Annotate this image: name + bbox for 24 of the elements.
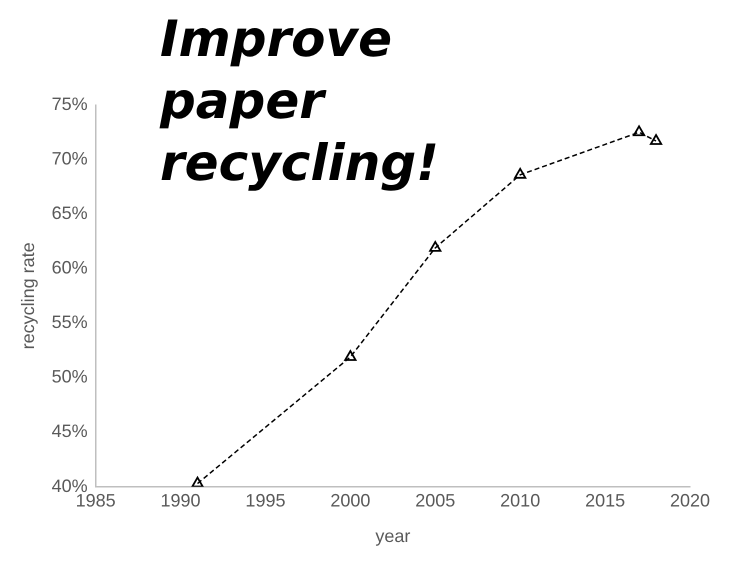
x-tick-label: 2020 bbox=[670, 490, 710, 511]
point bbox=[650, 134, 662, 145]
chart-title: Improve paper recycling! bbox=[160, 9, 440, 194]
y-tick-label: 45% bbox=[52, 421, 88, 442]
y-tick-label: 50% bbox=[52, 366, 88, 387]
x-tick-label: 1995 bbox=[245, 490, 286, 511]
point bbox=[632, 125, 646, 136]
x-tick-label: 1990 bbox=[160, 490, 201, 511]
point bbox=[514, 168, 526, 179]
point bbox=[344, 350, 356, 361]
x-tick-label: 2015 bbox=[585, 490, 626, 511]
x-tick-label: 2010 bbox=[500, 490, 540, 511]
point bbox=[191, 476, 204, 487]
y-tick-label: 75% bbox=[52, 94, 88, 114]
x-tick-label: 2000 bbox=[330, 490, 370, 511]
x-axis-title: year bbox=[375, 526, 410, 546]
y-tick-label: 65% bbox=[52, 203, 88, 224]
y-tick-label: 55% bbox=[52, 312, 88, 332]
y-axis-title: recycling rate bbox=[18, 242, 38, 350]
x-tick-label: 1985 bbox=[76, 490, 116, 511]
point bbox=[429, 241, 442, 252]
y-tick-label: 70% bbox=[52, 148, 88, 169]
x-tick-label: 2005 bbox=[415, 490, 456, 511]
y-tick-label: 60% bbox=[52, 258, 88, 278]
